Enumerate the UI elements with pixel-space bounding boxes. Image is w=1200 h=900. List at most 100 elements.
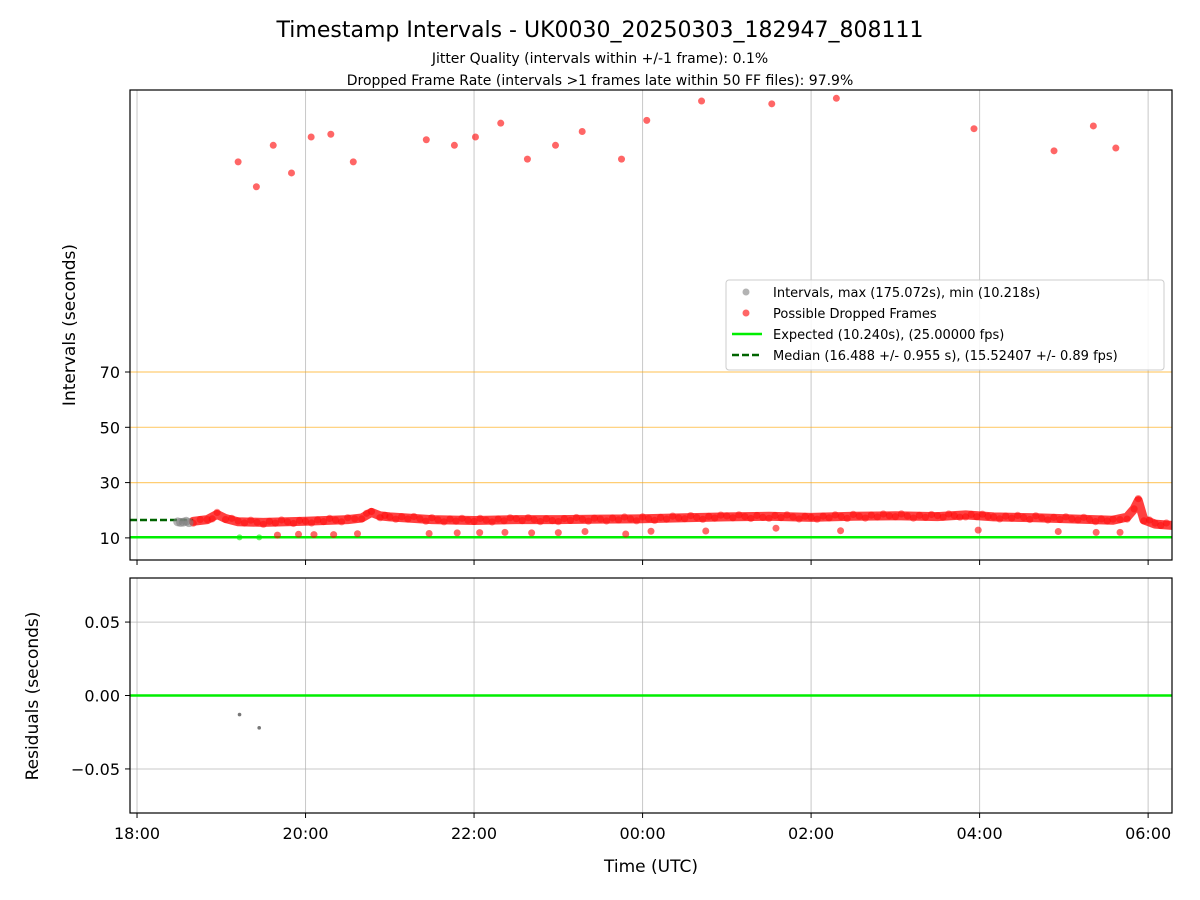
interval-point	[236, 534, 243, 541]
dropped-frame-point	[271, 519, 279, 527]
dropped-frame-point	[777, 514, 785, 522]
dropped-frame-point	[1008, 514, 1016, 522]
dropped-frame-point	[956, 513, 964, 521]
dropped-frame-point	[978, 510, 987, 518]
dropped-frame-point	[252, 183, 260, 191]
dropped-frame-point	[1074, 516, 1082, 524]
dropped-frame-point	[622, 530, 630, 538]
dropped-frame-point	[453, 529, 461, 537]
dropped-frame-point	[471, 133, 479, 141]
dropped-frame-point	[307, 133, 315, 141]
dropped-frame-point	[1091, 518, 1100, 526]
dropped-frame-point	[363, 509, 371, 517]
legend-label-dropped: Possible Dropped Frames	[773, 307, 937, 322]
intervals-y-label: Intervals (seconds)	[60, 244, 80, 406]
dropped-frame-point	[234, 158, 242, 166]
dropped-frame-point	[705, 512, 713, 520]
dropped-frame-point	[344, 514, 352, 522]
dropped-frame-point	[861, 514, 869, 522]
dropped-frame-point	[1062, 513, 1070, 521]
dropped-frame-point	[639, 513, 647, 521]
dropped-frame-point	[524, 514, 532, 522]
dropped-frame-point	[771, 511, 779, 520]
interval-point	[256, 534, 263, 541]
dropped-frame-point	[381, 511, 389, 519]
dropped-frame-point	[566, 516, 575, 525]
dropped-frame-point	[422, 136, 430, 144]
dropped-frame-point	[645, 515, 653, 523]
x-tick-label: 18:00	[114, 824, 160, 843]
dropped-frame-point	[523, 155, 531, 163]
dropped-frame-point	[277, 516, 286, 524]
dropped-frame-point	[440, 518, 448, 526]
dropped-frame-point	[596, 515, 605, 523]
x-tick-label: 04:00	[957, 824, 1003, 843]
residuals-y-label: Residuals (seconds)	[23, 612, 43, 781]
dropped-frame-point	[789, 513, 797, 521]
chart-subtitle-dropped: Dropped Frame Rate (intervals >1 frames …	[347, 73, 854, 89]
dropped-frame-point	[353, 530, 361, 538]
dropped-frame-point	[488, 518, 496, 526]
dropped-frame-point	[376, 514, 384, 522]
dropped-frame-point	[450, 141, 458, 149]
dropped-frame-point	[332, 516, 340, 524]
dropped-frame-point	[1103, 517, 1111, 525]
dropped-frame-point	[657, 513, 665, 522]
dropped-frame-point	[221, 515, 230, 524]
intervals-panel: 10 30 50 70 Intervals (seconds) Intervals, …	[60, 89, 1173, 565]
intervals-y-tick-label: 70	[100, 363, 120, 382]
threshold-lines	[130, 371, 1172, 484]
dropped-frame-point	[735, 511, 743, 519]
dropped-frame-point	[273, 531, 281, 539]
dropped-frame-point	[996, 515, 1004, 523]
dropped-frame-point	[643, 116, 651, 124]
dropped-frame-point	[404, 515, 412, 523]
dropped-frame-point	[723, 512, 731, 520]
dropped-frame-point	[711, 514, 719, 522]
dropped-frame-point	[939, 513, 947, 521]
dropped-frame-point	[548, 517, 556, 525]
dropped-frame-point	[326, 514, 334, 523]
interval-point	[184, 518, 194, 528]
dropped-frame-point	[970, 125, 978, 133]
dropped-frame-point	[699, 515, 707, 523]
dropped-frame-point	[386, 513, 394, 521]
dropped-frame-point	[518, 517, 526, 525]
dropped-frame-point	[620, 513, 629, 521]
dropped-frame-point	[476, 514, 484, 523]
dropped-frame-point	[897, 510, 906, 518]
dropped-frame-point	[831, 511, 839, 519]
dropped-frame-point	[196, 515, 204, 524]
dropped-frame-point	[446, 515, 454, 523]
dropped-frame-point	[984, 512, 992, 521]
dropped-frame-point	[310, 531, 318, 539]
dropped-frame-point	[633, 517, 641, 525]
intervals-y-ticks: 10 30 50 70	[100, 363, 130, 548]
dropped-frame-point	[807, 513, 815, 522]
dropped-frame-point	[422, 517, 430, 525]
dropped-frame-point	[289, 519, 298, 528]
dropped-frame-point	[1068, 515, 1076, 523]
dropped-frame-point	[1020, 513, 1028, 522]
dropped-frame-point	[608, 514, 617, 522]
dropped-frame-point	[795, 515, 803, 523]
dropped-frame-point	[1026, 515, 1034, 524]
intervals-frame	[129, 89, 1173, 561]
dropped-frame-point	[536, 518, 544, 526]
dropped-frame-point	[1092, 528, 1100, 536]
x-tick-label: 00:00	[620, 824, 666, 843]
dropped-frame-point	[320, 518, 328, 526]
dropped-frame-point	[927, 510, 936, 519]
dropped-frame-point	[1056, 515, 1064, 524]
dropped-frame-point	[554, 518, 562, 526]
dropped-frame-point	[584, 517, 593, 525]
dropped-frame-point	[909, 514, 918, 522]
dropped-frame-point	[578, 127, 586, 135]
dropped-frame-point	[572, 513, 581, 522]
dropped-frame-point	[681, 515, 689, 523]
legend-label-expected: Expected (10.240s), (25.00000 fps)	[773, 328, 1004, 343]
dropped-frame-point	[962, 513, 970, 521]
dropped-frame-point	[301, 517, 310, 525]
legend-label-intervals: Intervals, max (175.072s), min (10.218s)	[773, 286, 1040, 301]
